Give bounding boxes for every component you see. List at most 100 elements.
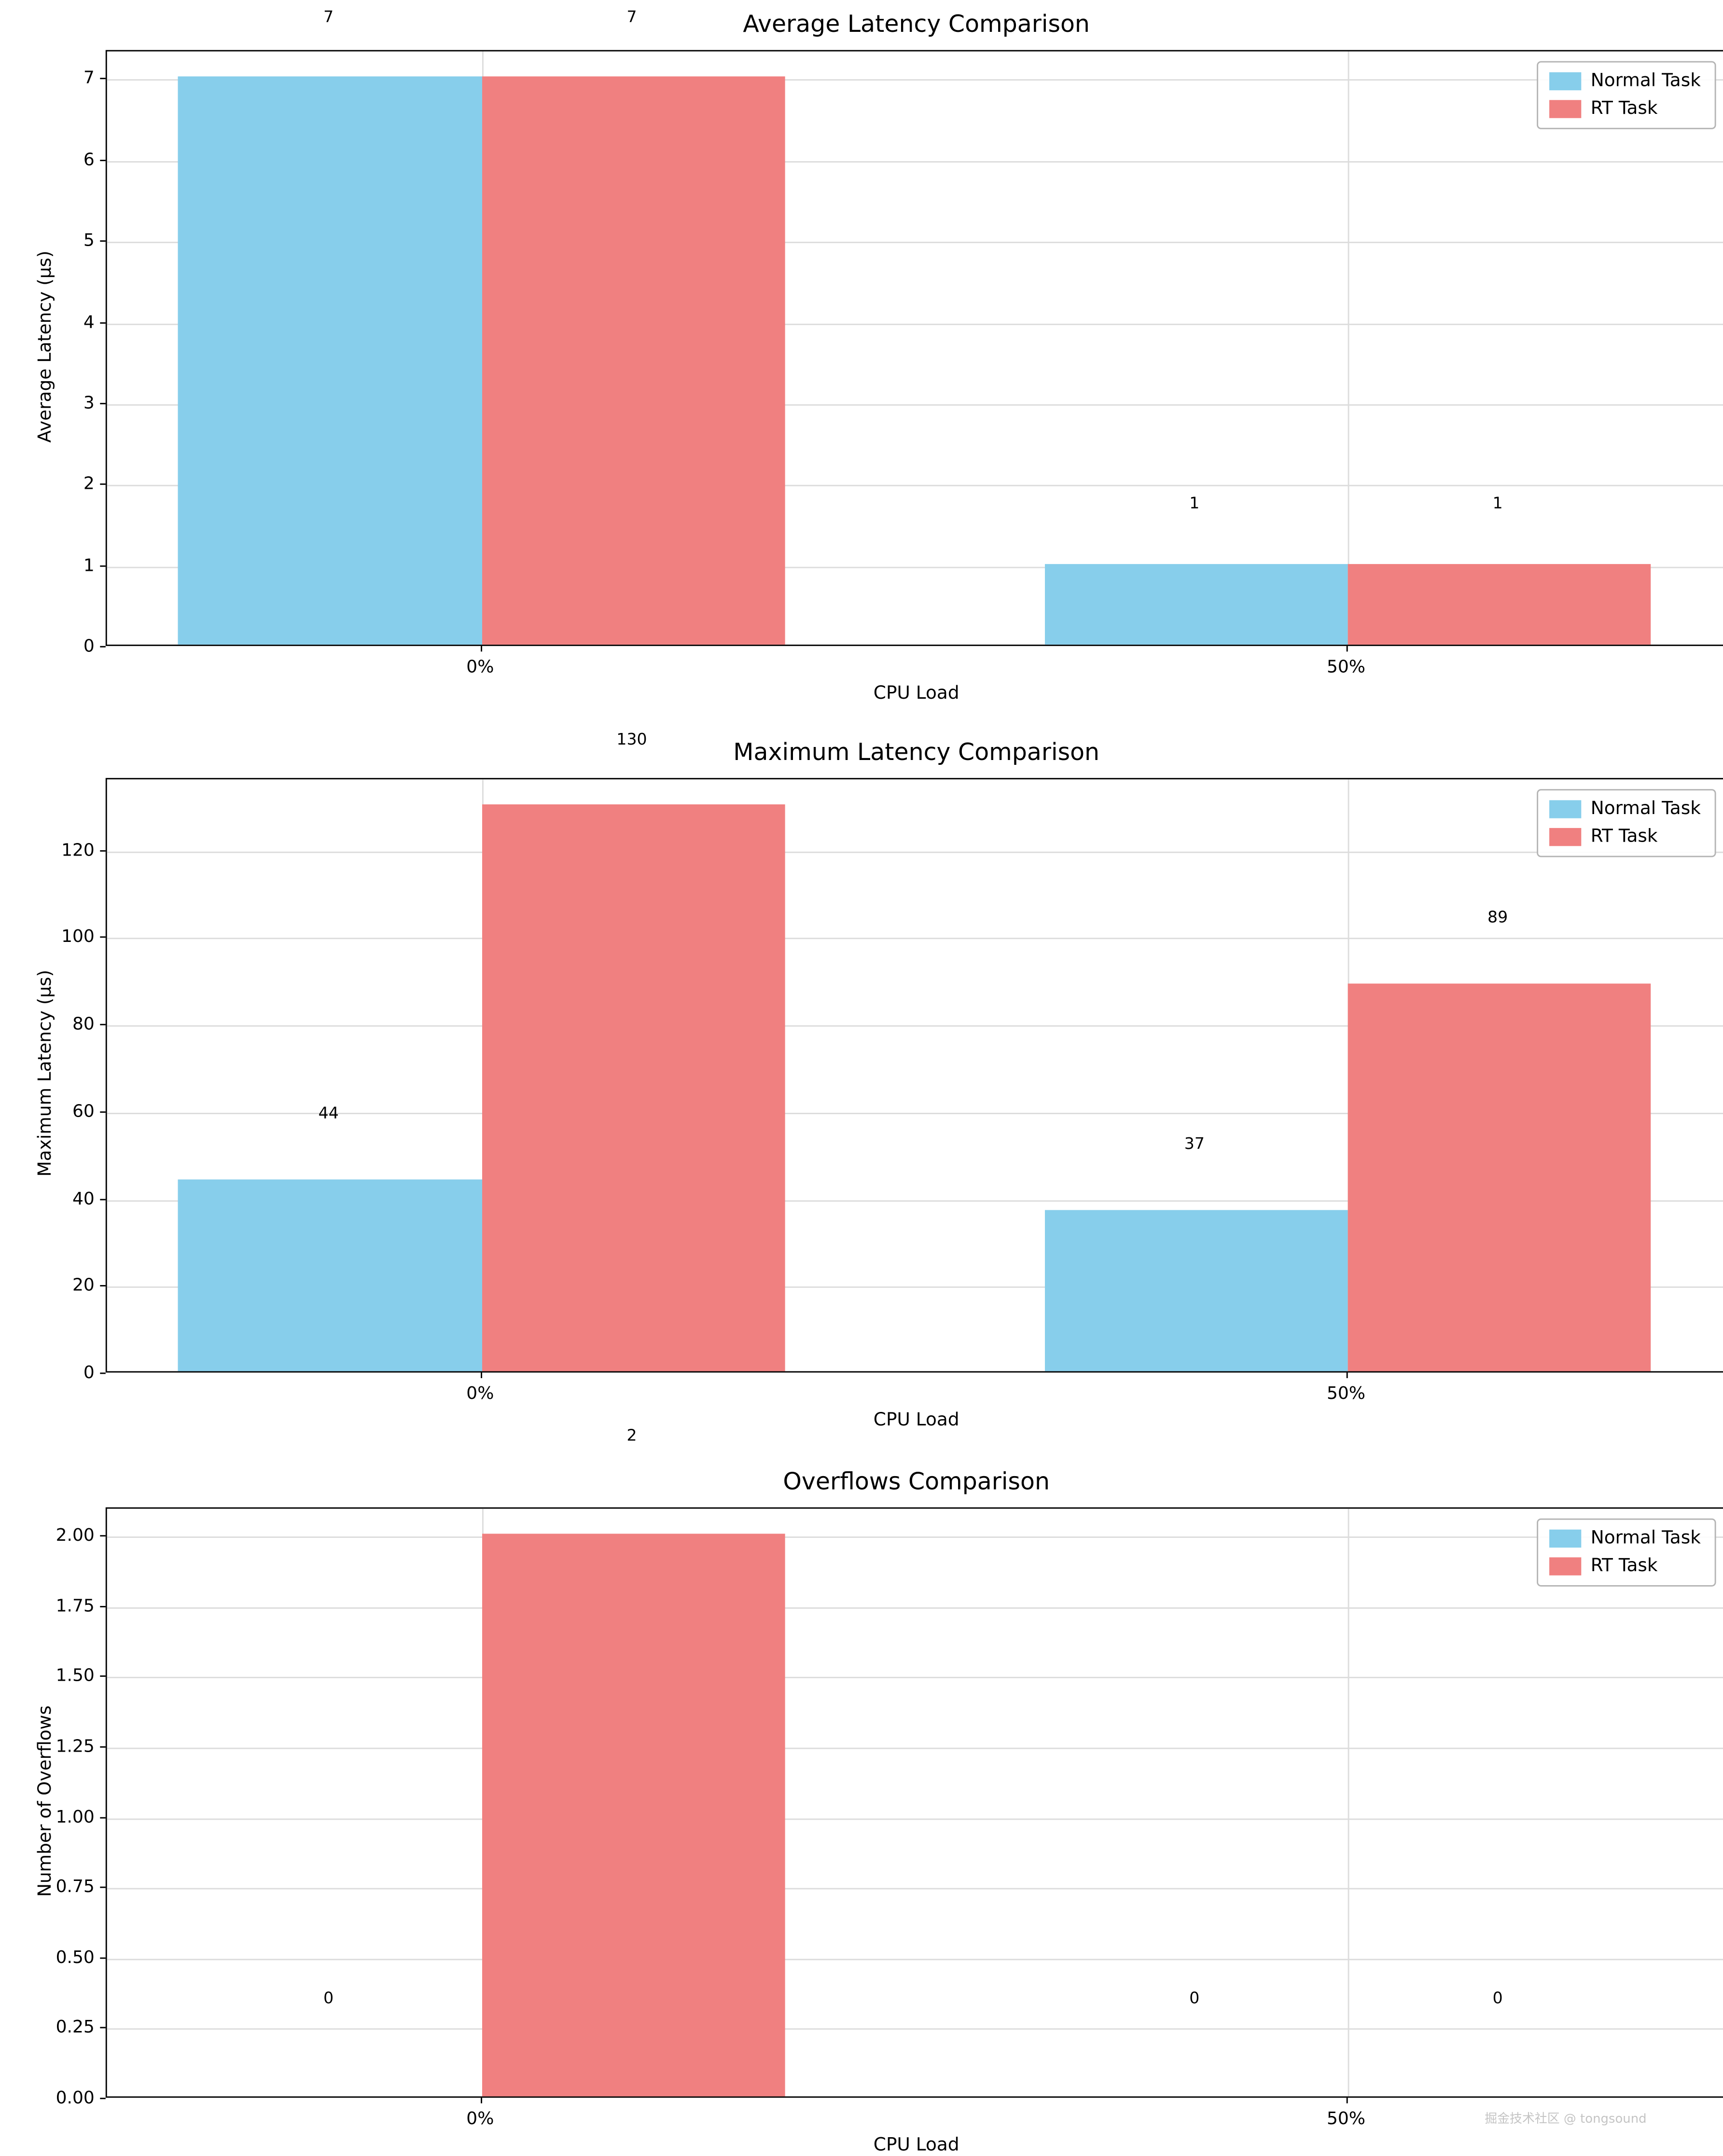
gridline [107, 242, 1723, 244]
bar-rt-50% [1347, 563, 1651, 645]
bar-value-label: 2 [626, 1426, 637, 1446]
y-tick-mark [100, 1605, 106, 1607]
bar-value-label: 1 [1492, 493, 1503, 513]
legend-entry: Normal Task [1549, 1528, 1701, 1549]
plot-area: Normal Task RT Task [105, 1507, 1723, 2098]
y-tick-label: 0.00 [56, 2087, 95, 2108]
y-tick-label: 0.75 [56, 1876, 95, 1897]
x-tick-label: 0% [466, 655, 494, 677]
gridline [1347, 51, 1349, 645]
bar-value-label: 0 [1189, 1988, 1200, 2008]
gridline [107, 2029, 1723, 2031]
y-tick-label: 0 [83, 1361, 95, 1382]
gridline [107, 80, 1723, 82]
legend: Normal Task RT Task [1536, 789, 1716, 857]
legend-entry: Normal Task [1549, 799, 1701, 820]
legend-entry: RT Task [1549, 98, 1700, 120]
bar-normal-50% [1044, 563, 1348, 645]
y-tick-label: 3 [83, 391, 95, 413]
y-tick-mark [100, 1957, 106, 1959]
x-tick-label: 50% [1326, 1382, 1366, 1403]
plot-area: Normal Task RT Task [105, 778, 1723, 1373]
legend-patch [1549, 100, 1581, 118]
bar-normal-0% [178, 77, 482, 645]
legend: Normal Task RT Task [1536, 61, 1716, 129]
legend-patch [1549, 1557, 1581, 1576]
gridline [107, 1200, 1723, 1202]
x-tick-mark [1346, 646, 1348, 652]
y-tick-mark [100, 1111, 106, 1113]
y-tick-label: 120 [61, 839, 95, 860]
gridline [107, 1025, 1723, 1027]
bar-normal-50% [1044, 1210, 1348, 1371]
y-tick-mark [100, 78, 106, 80]
y-tick-label: 0.25 [56, 2016, 95, 2037]
y-axis-label: Average Latency (μs) [35, 249, 56, 442]
y-tick-mark [100, 646, 106, 648]
gridline [107, 938, 1723, 940]
x-tick-mark [480, 2098, 482, 2103]
x-tick-mark [480, 646, 482, 652]
x-axis-label: CPU Load [873, 2135, 959, 2156]
y-tick-mark [100, 159, 106, 161]
legend-label: Normal Task [1590, 1528, 1701, 1549]
y-tick-label: 80 [72, 1013, 95, 1034]
x-axis-label: CPU Load [873, 1410, 959, 1431]
y-tick-label: 2 [83, 472, 95, 494]
y-tick-mark [100, 1535, 106, 1537]
bar-rt-0% [481, 77, 785, 645]
bar-value-label: 0 [1492, 1988, 1503, 2008]
gridline [107, 1286, 1723, 1288]
y-tick-label: 60 [72, 1100, 95, 1121]
y-tick-mark [100, 937, 106, 939]
x-tick-mark [1346, 2098, 1348, 2103]
y-tick-label: 100 [61, 926, 95, 947]
legend-patch [1549, 800, 1581, 818]
y-tick-mark [100, 1676, 106, 1678]
gridline [107, 1536, 1723, 1538]
watermark: 掘金技术社区 @ tongsound [1485, 2113, 1647, 2127]
bar-rt-0% [481, 1534, 785, 2097]
legend-patch [1549, 72, 1581, 91]
bar-value-label: 0 [323, 1988, 334, 2008]
y-axis-label: Maximum Latency (μs) [35, 969, 56, 1177]
y-tick-mark [100, 2098, 106, 2100]
legend-label: RT Task [1590, 827, 1658, 848]
legend-patch [1549, 1529, 1581, 1548]
y-tick-mark [100, 1746, 106, 1748]
y-tick-mark [100, 321, 106, 323]
bar-value-label: 37 [1184, 1134, 1205, 1154]
y-tick-mark [100, 240, 106, 242]
bar-rt-50% [1347, 983, 1651, 1371]
y-tick-mark [100, 2027, 106, 2029]
y-tick-label: 6 [83, 148, 95, 169]
legend-label: Normal Task [1590, 70, 1701, 92]
y-tick-mark [100, 1816, 106, 1818]
gridline [107, 485, 1723, 487]
gridline [107, 1818, 1723, 1820]
gridline [1347, 1508, 1349, 2097]
gridline [107, 404, 1723, 406]
bar-rt-0% [481, 805, 785, 1371]
gridline [107, 851, 1723, 853]
y-tick-mark [100, 565, 106, 567]
gridline [107, 566, 1723, 568]
legend-entry: RT Task [1549, 1556, 1700, 1577]
x-tick-label: 0% [466, 1382, 494, 1403]
gridline [107, 323, 1723, 325]
x-tick-label: 0% [466, 2107, 494, 2128]
y-tick-label: 2.00 [56, 1524, 95, 1546]
legend-entry: RT Task [1549, 827, 1700, 847]
legend-patch [1549, 828, 1581, 846]
x-tick-label: 50% [1326, 655, 1366, 677]
y-tick-label: 1.50 [56, 1665, 95, 1686]
y-tick-label: 0.50 [56, 1946, 95, 1967]
bar-value-label: 7 [626, 7, 637, 27]
y-tick-mark [100, 1198, 106, 1200]
y-tick-label: 4 [83, 310, 95, 332]
y-tick-label: 40 [72, 1187, 95, 1208]
y-tick-label: 1.25 [56, 1735, 95, 1756]
chart-title: Maximum Latency Comparison [733, 739, 1100, 767]
bar-value-label: 130 [616, 729, 647, 748]
